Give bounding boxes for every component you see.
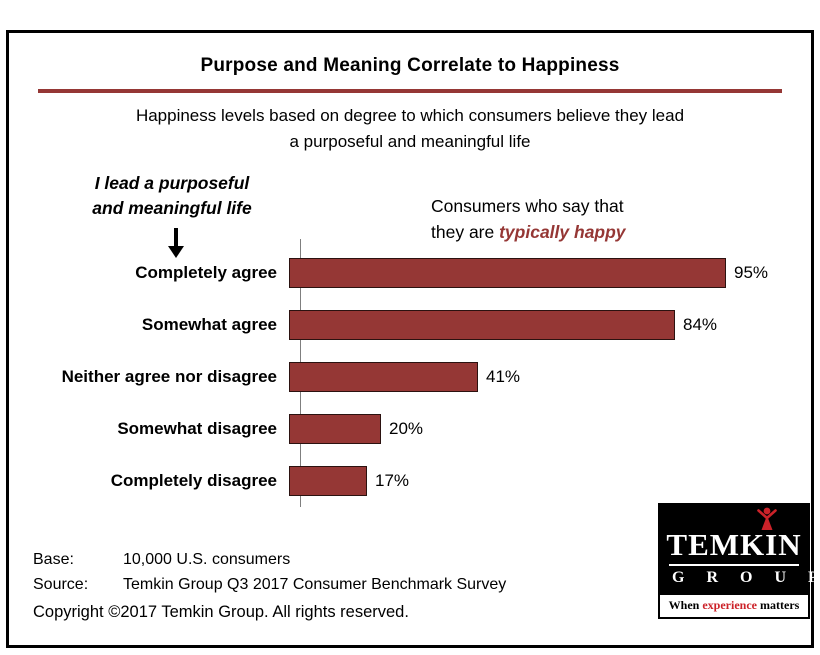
annotation-right-line-2: they are typically happy (431, 219, 626, 245)
bar (289, 414, 381, 444)
bar (289, 258, 726, 288)
tagline-experience: experience (702, 598, 757, 612)
source-value: Temkin Group Q3 2017 Consumer Benchmark … (123, 576, 507, 593)
annotation-left-line-1: I lead a purposeful (94, 173, 250, 193)
annotation-right-line-1: Consumers who say that (431, 196, 624, 216)
chart-row: Somewhat disagree 20% (9, 403, 811, 455)
chart-title: Purpose and Meaning Correlate to Happine… (200, 55, 620, 76)
chart-subtitle: Happiness levels based on degree to whic… (9, 103, 811, 154)
base-label: Base: (33, 551, 74, 568)
axis-annotation-statement: I lead a purposeful and meaningful life (57, 171, 287, 222)
down-arrow-icon (168, 228, 184, 258)
chart-footnotes: Base: 10,000 U.S. consumers Source: Temk… (33, 551, 506, 601)
logo-black-panel: TEMKIN G R O U P (660, 505, 820, 593)
tagline-when: When (668, 598, 703, 612)
row-label: Neither agree nor disagree (61, 367, 277, 386)
logo-divider (669, 564, 799, 566)
row-label: Somewhat agree (141, 315, 277, 334)
source-row: Source: Temkin Group Q3 2017 Consumer Be… (33, 576, 506, 594)
annotation-right-plain: they are (431, 222, 500, 243)
chart-row: Completely disagree 17% (9, 455, 811, 507)
annotation-right-emphasis: typically happy (499, 222, 626, 243)
logo-wordmark: TEMKIN (666, 527, 802, 562)
source-label: Source: (33, 576, 89, 593)
chart-frame: Purpose and Meaning Correlate to Happine… (6, 30, 820, 648)
bar-value: 95% (734, 263, 769, 282)
annotation-left-line-2: and meaningful life (92, 198, 252, 219)
temkin-group-logo: TEMKIN G R O U P When experience matters (658, 503, 820, 619)
base-value: 10,000 U.S. consumers (123, 551, 291, 568)
copyright-notice: Copyright ©2017 Temkin Group. All rights… (33, 603, 409, 621)
bar-value: 84% (683, 315, 718, 334)
bar (289, 466, 367, 496)
row-label: Completely disagree (110, 471, 277, 490)
subtitle-line-1: Happiness levels based on degree to whic… (135, 106, 685, 125)
person-raised-arms-icon (757, 507, 777, 530)
logo-group-text: G R O U P (672, 569, 820, 586)
title-underline-rule (38, 89, 782, 93)
bar-value: 17% (375, 471, 410, 490)
chart-row: Completely agree 95% (9, 247, 811, 299)
chart-row: Somewhat agree 84% (9, 299, 811, 351)
row-label: Somewhat disagree (117, 419, 277, 438)
bar (289, 310, 675, 340)
chart-row: Neither agree nor disagree 41% (9, 351, 811, 403)
tagline-matters: matters (757, 598, 800, 612)
bar-value: 41% (486, 367, 521, 386)
row-label: Completely agree (135, 263, 277, 282)
bar-value: 20% (389, 419, 424, 438)
logo-tagline: When experience matters (660, 593, 808, 617)
base-row: Base: 10,000 U.S. consumers (33, 551, 506, 569)
subtitle-line-2: a purposeful and meaningful life (289, 131, 531, 151)
series-annotation: Consumers who say that they are typicall… (431, 193, 626, 246)
bar (289, 362, 478, 392)
bar-chart: Completely agree 95% Somewhat agree 84% … (9, 247, 811, 507)
